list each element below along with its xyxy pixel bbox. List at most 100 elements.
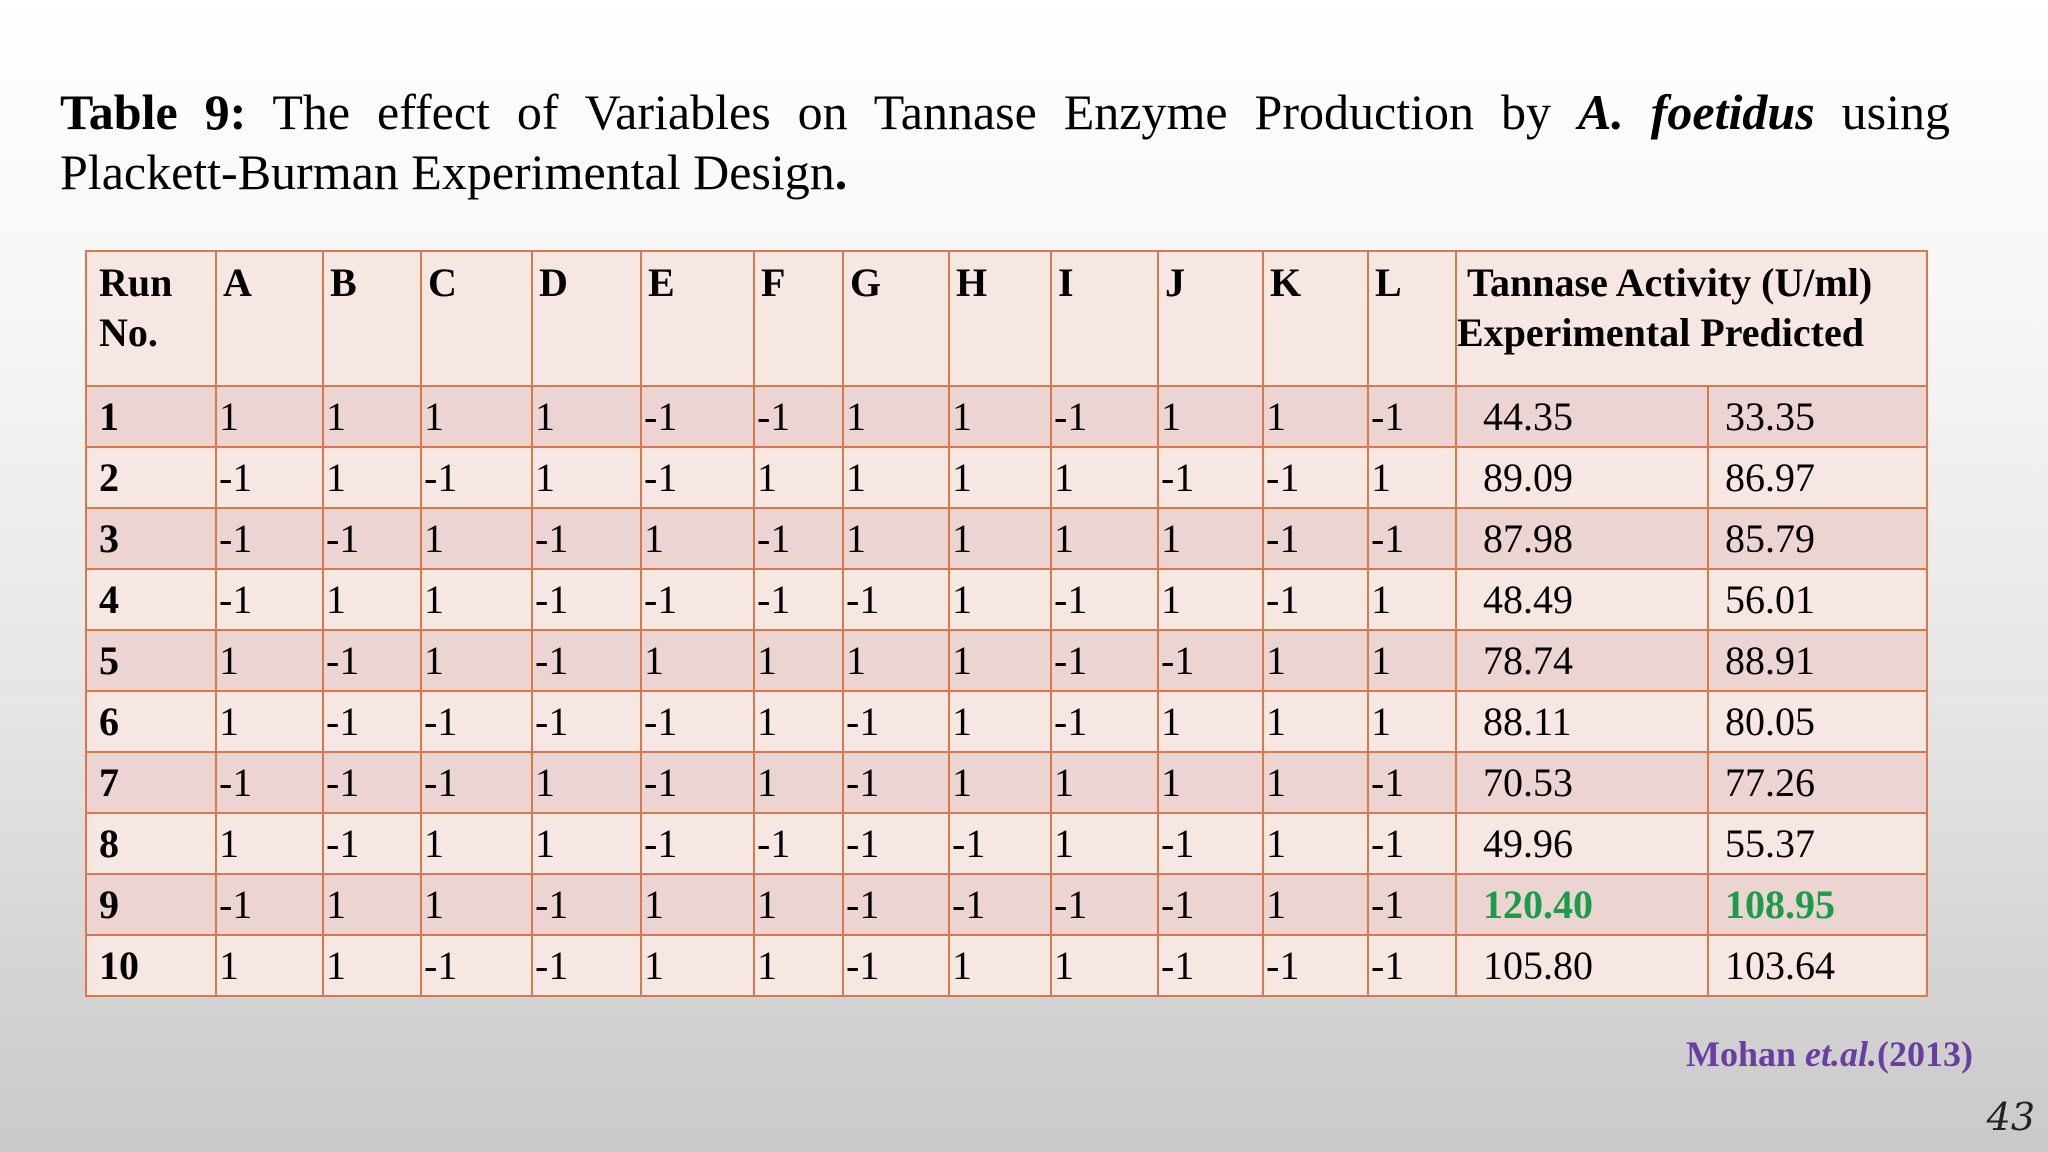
predicted-activity-cell: 33.35 <box>1707 385 1928 448</box>
variable-level-cell: -1 <box>215 446 324 509</box>
predicted-activity-cell: 80.05 <box>1707 690 1928 753</box>
variable-level-cell: 1 <box>948 568 1052 631</box>
variable-level-cell: -1 <box>640 568 755 631</box>
variable-level-cell: 1 <box>215 690 324 753</box>
variable-level-cell: -1 <box>753 507 844 570</box>
variable-level-cell: 1 <box>842 629 950 692</box>
table-row: 7 -1 -1 -1 1 -1 1 -1 1 1 1 1 -1 70.53 77.26 <box>85 751 1928 814</box>
variable-level-cell: 1 <box>1367 690 1457 753</box>
variable-level-cell: 1 <box>420 507 533 570</box>
variable-level-cell: -1 <box>1367 934 1457 997</box>
title-text-end: using <box>1814 84 1950 140</box>
variable-level-cell: 1 <box>1262 812 1369 875</box>
title-period: . <box>834 144 848 200</box>
variable-level-cell: -1 <box>842 751 950 814</box>
variable-level-cell: -1 <box>640 690 755 753</box>
experimental-activity-cell: 78.74 <box>1455 629 1709 692</box>
variable-level-cell: -1 <box>531 934 642 997</box>
variable-level-cell: -1 <box>322 507 422 570</box>
variable-level-cell: 1 <box>420 568 533 631</box>
variable-level-cell: -1 <box>640 446 755 509</box>
experimental-activity-cell: 105.80 <box>1455 934 1709 997</box>
experimental-activity-cell: 120.40 <box>1455 873 1709 936</box>
run-number-cell: 10 <box>85 934 217 997</box>
predicted-activity-cell: 77.26 <box>1707 751 1928 814</box>
variable-level-cell: 1 <box>1262 629 1369 692</box>
variable-level-cell: -1 <box>531 507 642 570</box>
variable-level-cell: 1 <box>1262 385 1369 448</box>
header-variable: F <box>753 250 844 387</box>
header-variable: A <box>215 250 324 387</box>
variable-level-cell: -1 <box>1050 629 1159 692</box>
variable-level-cell: 1 <box>753 446 844 509</box>
variable-level-cell: 1 <box>531 812 642 875</box>
variable-level-cell: -1 <box>420 690 533 753</box>
variable-level-cell: 1 <box>1157 751 1264 814</box>
predicted-activity-cell: 108.95 <box>1707 873 1928 936</box>
table-row: 3 -1 -1 1 -1 1 -1 1 1 1 1 -1 -1 87.98 85.79 <box>85 507 1928 570</box>
variable-level-cell: -1 <box>842 812 950 875</box>
variable-level-cell: 1 <box>322 934 422 997</box>
variable-level-cell: 1 <box>1367 446 1457 509</box>
variable-level-cell: 1 <box>842 507 950 570</box>
header-variable: C <box>420 250 533 387</box>
variable-level-cell: -1 <box>640 812 755 875</box>
variable-level-cell: -1 <box>1157 446 1264 509</box>
variable-level-cell: 1 <box>1050 507 1159 570</box>
variable-level-cell: -1 <box>1262 446 1369 509</box>
experimental-activity-cell: 89.09 <box>1455 446 1709 509</box>
variable-level-cell: 1 <box>1050 751 1159 814</box>
header-tannase-activity: Tannase Activity (U/ml) Experimental Pred… <box>1455 250 1928 387</box>
variable-level-cell: -1 <box>1050 385 1159 448</box>
experimental-activity-cell: 48.49 <box>1455 568 1709 631</box>
variable-level-cell: -1 <box>1050 690 1159 753</box>
table-label: Table 9: <box>60 84 247 140</box>
variable-level-cell: -1 <box>842 934 950 997</box>
variable-level-cell: 1 <box>1262 873 1369 936</box>
predicted-activity-cell: 85.79 <box>1707 507 1928 570</box>
variable-level-cell: -1 <box>322 629 422 692</box>
variable-level-cell: 1 <box>420 873 533 936</box>
variable-level-cell: 1 <box>1050 812 1159 875</box>
title-text: The effect of Variables on Tannase Enzym… <box>246 84 1578 140</box>
variable-level-cell: -1 <box>842 690 950 753</box>
variable-level-cell: 1 <box>420 812 533 875</box>
page-number: 43 <box>1986 1095 2035 1139</box>
table-row: 9 -1 1 1 -1 1 1 -1 -1 -1 -1 1 -1 120.40 108.95 <box>85 873 1928 936</box>
variable-level-cell: 1 <box>215 385 324 448</box>
predicted-activity-cell: 55.37 <box>1707 812 1928 875</box>
variable-level-cell: -1 <box>420 751 533 814</box>
slide-title: Table 9: The effect of Variables on Tann… <box>60 82 1950 202</box>
variable-level-cell: 1 <box>1157 507 1264 570</box>
variable-level-cell: 1 <box>531 385 642 448</box>
variable-level-cell: -1 <box>1157 873 1264 936</box>
variable-level-cell: -1 <box>1367 751 1457 814</box>
variable-level-cell: -1 <box>215 751 324 814</box>
predicted-activity-cell: 56.01 <box>1707 568 1928 631</box>
run-number-cell: 2 <box>85 446 217 509</box>
header-variable: L <box>1367 250 1457 387</box>
variable-level-cell: -1 <box>1262 934 1369 997</box>
variable-level-cell: -1 <box>1157 934 1264 997</box>
table-header-row: Run No. A B C D E F G H I J K L Tannase A… <box>85 250 1928 387</box>
variable-level-cell: 1 <box>842 385 950 448</box>
header-variable: E <box>640 250 755 387</box>
variable-level-cell: 1 <box>948 751 1052 814</box>
header-run-no: Run No. <box>85 250 217 387</box>
experimental-activity-cell: 44.35 <box>1455 385 1709 448</box>
header-variable: K <box>1262 250 1369 387</box>
variable-level-cell: -1 <box>1157 812 1264 875</box>
variable-level-cell: -1 <box>215 568 324 631</box>
variable-level-cell: -1 <box>420 446 533 509</box>
variable-level-cell: 1 <box>640 873 755 936</box>
variable-level-cell: 1 <box>1367 568 1457 631</box>
variable-level-cell: 1 <box>753 629 844 692</box>
experimental-activity-cell: 88.11 <box>1455 690 1709 753</box>
variable-level-cell: 1 <box>753 751 844 814</box>
variable-level-cell: -1 <box>1262 507 1369 570</box>
table-row: 10 1 1 -1 -1 1 1 -1 1 1 -1 -1 -1 105.80 103.64 <box>85 934 1928 997</box>
table-row: 1 1 1 1 1 -1 -1 1 1 -1 1 1 -1 44.35 33.35 <box>85 385 1928 448</box>
predicted-activity-cell: 103.64 <box>1707 934 1928 997</box>
header-variable: G <box>842 250 950 387</box>
variable-level-cell: 1 <box>948 629 1052 692</box>
